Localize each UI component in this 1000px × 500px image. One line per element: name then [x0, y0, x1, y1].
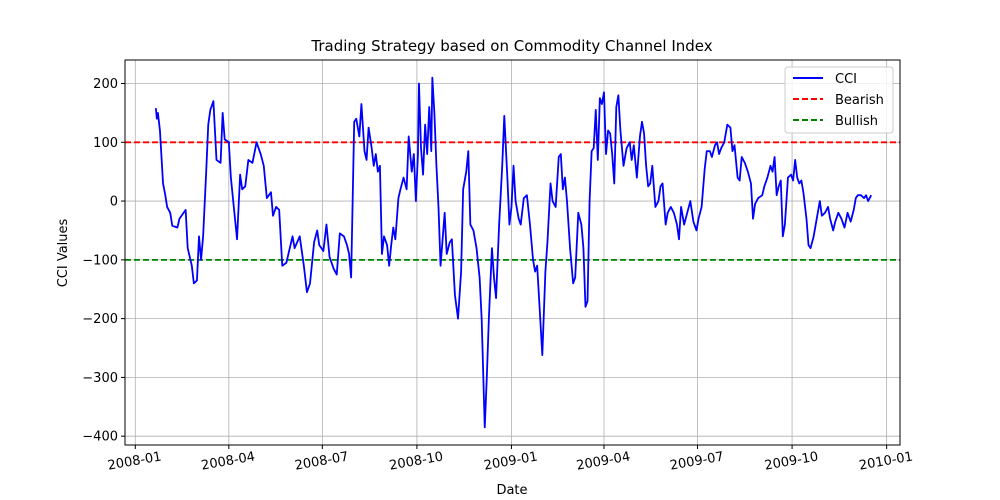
x-tick-label: 2010-01 [858, 449, 914, 473]
legend-label-bearish: Bearish [835, 93, 884, 108]
y-tick-label: −300 [82, 371, 118, 386]
x-tick-label: 2008-10 [388, 449, 444, 473]
plot-area-frame [124, 59, 901, 446]
y-tick-label: −200 [82, 312, 118, 327]
x-axis-title: Date [496, 483, 527, 498]
legend-box [784, 66, 894, 134]
grid-lines [125, 60, 900, 445]
series-line-cci [154, 76, 873, 429]
x-tick-label: 2009-10 [763, 449, 819, 473]
x-tick-label: 2008-01 [107, 449, 163, 473]
legend-label-bullish: Bullish [835, 114, 878, 129]
y-tick-label: 0 [110, 195, 118, 210]
y-tick-label: 200 [93, 77, 118, 92]
x-axis-ticks: 2008-01 2008-04 2008-07 2008-10 2009-01 2009-… [107, 445, 914, 474]
x-tick-label: 2009-01 [483, 449, 539, 473]
y-tick-label: −400 [82, 430, 118, 445]
threshold-lines [125, 141, 900, 261]
legend: CCI Bearish Bullish [784, 66, 894, 134]
chart-title: Trading Strategy based on Commodity Chan… [310, 37, 712, 55]
y-tick-label: 100 [93, 136, 118, 151]
y-axis-title: CCI Values [56, 218, 71, 287]
y-axis-ticks: 200 100 0 −100 −200 −300 −400 [82, 77, 125, 445]
x-tick-label: 2009-04 [575, 449, 631, 473]
x-tick-label: 2008-04 [200, 449, 256, 473]
legend-label-cci: CCI [835, 72, 857, 87]
series-layer [154, 76, 873, 429]
y-tick-label: −100 [82, 253, 118, 268]
x-tick-label: 2008-07 [294, 449, 350, 473]
x-tick-label: 2009-07 [669, 449, 725, 473]
